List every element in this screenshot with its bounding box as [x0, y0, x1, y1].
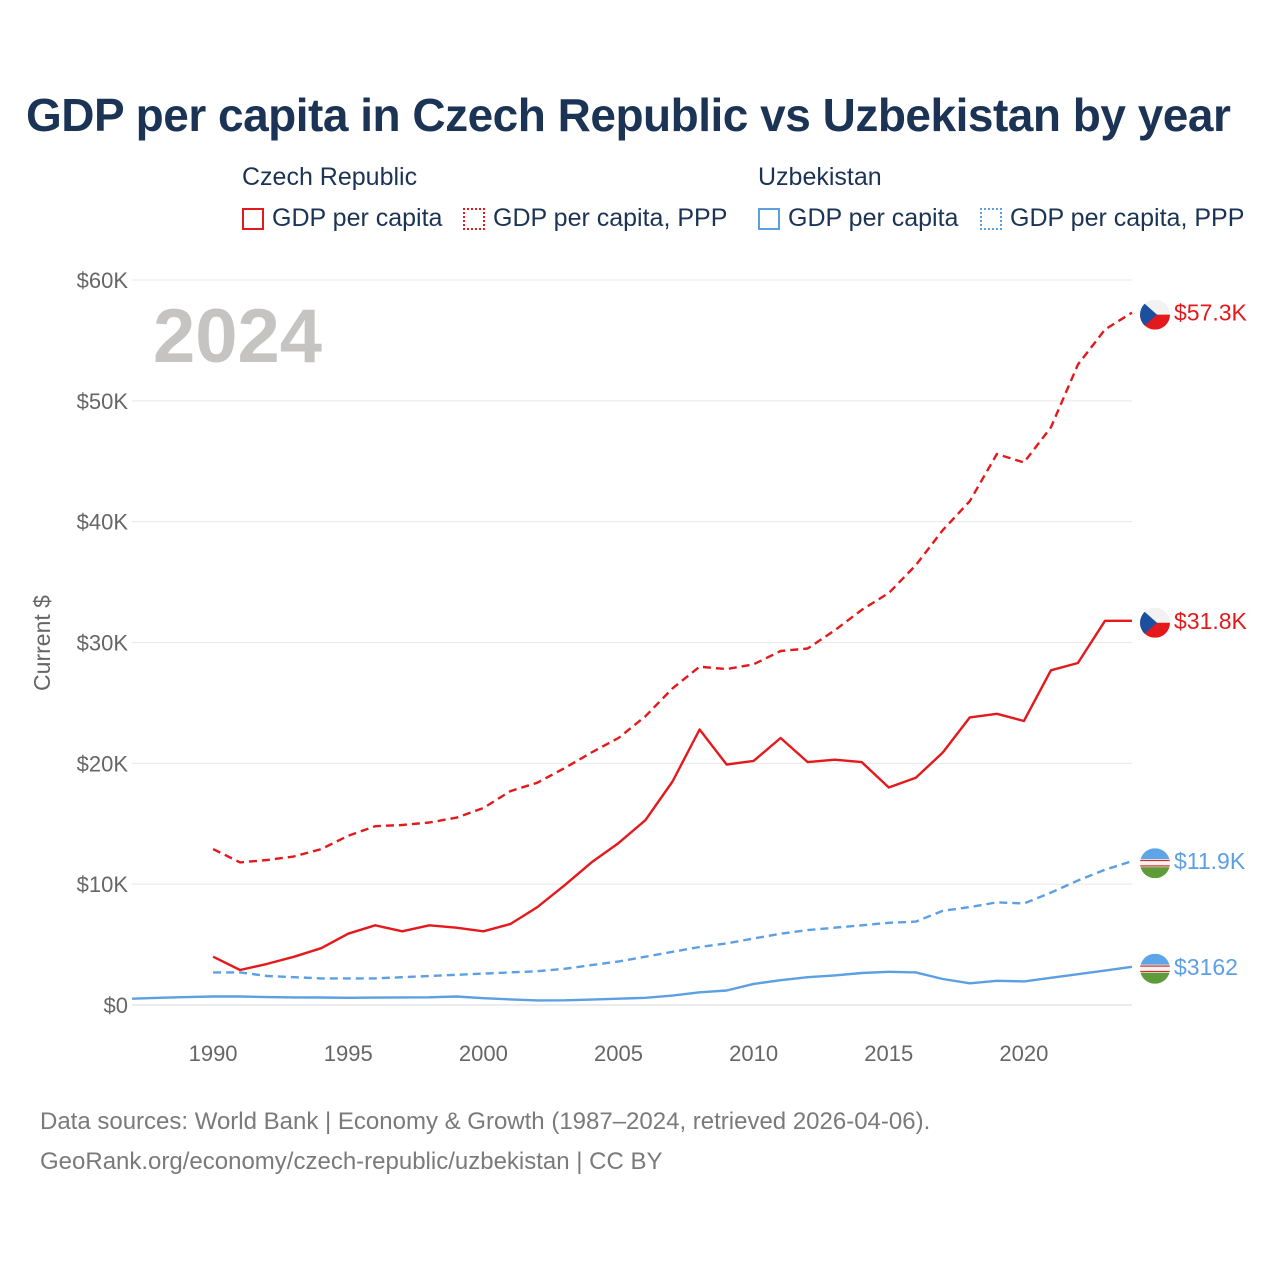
y-axis-label: Current $	[29, 595, 55, 691]
legend-swatch-czech-gdp-ppp	[463, 207, 485, 230]
y-tick-label: $10K	[77, 872, 129, 897]
y-axis: $0 $10K $20K $30K $40K $50K $60K	[77, 268, 129, 1018]
legend-swatch-czech-gdp	[242, 207, 264, 230]
x-axis: 1990 1995 2000 2005 2010 2015 2020	[189, 1041, 1049, 1066]
legend-label-uzbekistan-gdp: GDP per capita	[788, 204, 959, 232]
czech-flag-icon	[1140, 299, 1170, 330]
y-tick-label: $30K	[77, 631, 129, 656]
legend-group-czech-republic: Czech Republic	[242, 163, 418, 191]
x-tick-label: 2000	[459, 1041, 508, 1066]
end-value-label: $57.3K	[1174, 300, 1248, 326]
chart-title: GDP per capita in Czech Republic vs Uzbe…	[26, 89, 1231, 141]
czech-flag-icon	[1140, 607, 1170, 638]
year-watermark: 2024	[153, 294, 322, 379]
y-tick-label: $20K	[77, 751, 129, 776]
y-tick-label: $60K	[77, 268, 129, 293]
x-tick-label: 2005	[594, 1041, 643, 1066]
end-value-label: $3162	[1174, 954, 1238, 980]
series-line-1	[212, 619, 1132, 972]
legend-group-uzbekistan: Uzbekistan	[758, 163, 882, 191]
x-tick-label: 2020	[999, 1041, 1048, 1066]
legend-item-uzbekistan-gdp[interactable]: GDP per capita	[758, 204, 958, 233]
legend-item-czech-gdp-ppp[interactable]: GDP per capita, PPP	[463, 204, 727, 233]
legend-label-czech-gdp-ppp: GDP per capita, PPP	[493, 204, 728, 232]
x-tick-label: 1995	[324, 1041, 373, 1066]
end-value-label: $31.8K	[1174, 608, 1248, 634]
legend-label-uzbekistan-gdp-ppp: GDP per capita, PPP	[1010, 204, 1245, 232]
uzbekistan-flag-icon	[1140, 848, 1170, 879]
uzbekistan-flag-icon	[1140, 953, 1170, 984]
legend-swatch-uzbekistan-gdp-ppp	[980, 207, 1002, 230]
footer-sources: Data sources: World Bank | Economy & Gro…	[40, 1108, 931, 1135]
x-tick-label: 2010	[729, 1041, 778, 1066]
series-line-3	[131, 965, 1133, 1002]
x-tick-label: 1990	[189, 1041, 238, 1066]
legend-item-czech-gdp[interactable]: GDP per capita	[242, 204, 442, 233]
end-value-label: $11.9K	[1174, 848, 1246, 874]
y-tick-label: $50K	[77, 389, 129, 414]
y-tick-label: $40K	[77, 510, 129, 535]
legend-swatch-uzbekistan-gdp	[758, 207, 780, 230]
y-tick-label: $0	[104, 993, 128, 1018]
series-line-0	[212, 311, 1133, 864]
x-tick-label: 2015	[864, 1041, 913, 1066]
legend-label-czech-gdp: GDP per capita	[272, 204, 443, 232]
legend-item-uzbekistan-gdp-ppp[interactable]: GDP per capita, PPP	[980, 204, 1244, 233]
gridlines	[132, 279, 1132, 1006]
series-layer: $57.3K $31.8K $11.9K $3162	[131, 299, 1248, 1002]
footer-url: GeoRank.org/economy/czech-republic/uzbek…	[40, 1148, 663, 1175]
series-line-2	[213, 860, 1133, 980]
